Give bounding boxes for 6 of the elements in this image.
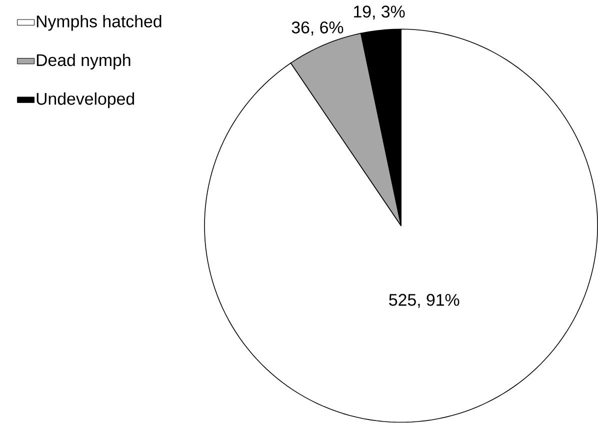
data-label: 525, 91% bbox=[389, 294, 460, 308]
legend-label: Dead nymph bbox=[36, 54, 130, 70]
data-label: 36, 6% bbox=[292, 22, 344, 36]
legend-label: Undeveloped bbox=[36, 92, 134, 108]
slice-label: Nymphs hatched bbox=[36, 15, 162, 31]
data-label: 19, 3% bbox=[354, 6, 405, 20]
